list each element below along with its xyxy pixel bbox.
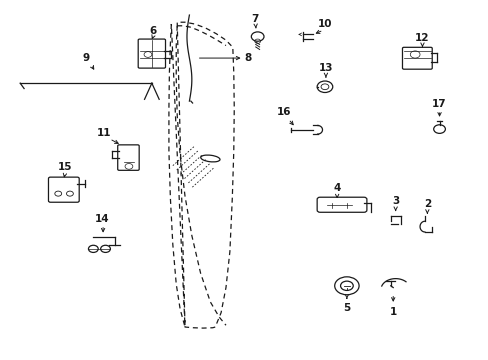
- Text: 9: 9: [82, 53, 89, 63]
- Text: 1: 1: [389, 307, 396, 316]
- Text: 16: 16: [277, 107, 291, 117]
- Text: 3: 3: [391, 196, 399, 206]
- Text: 5: 5: [343, 303, 350, 313]
- Text: 13: 13: [318, 63, 332, 73]
- Text: 10: 10: [317, 19, 331, 30]
- Text: 4: 4: [333, 183, 340, 193]
- Text: 12: 12: [414, 33, 429, 43]
- Text: 6: 6: [149, 26, 156, 36]
- Text: 17: 17: [431, 99, 446, 109]
- Text: 11: 11: [97, 128, 112, 138]
- Text: 8: 8: [244, 53, 251, 63]
- Text: 2: 2: [423, 199, 430, 209]
- Text: 15: 15: [58, 162, 72, 172]
- Text: 14: 14: [94, 214, 109, 224]
- Text: 7: 7: [251, 14, 258, 24]
